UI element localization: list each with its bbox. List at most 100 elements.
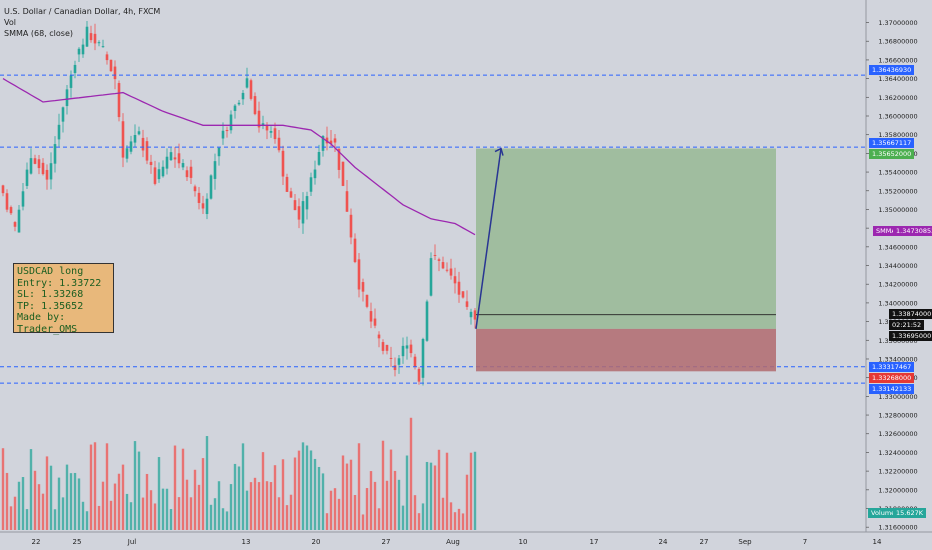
volume-bar xyxy=(17,481,21,530)
volume-bar xyxy=(169,509,173,530)
volume-bar xyxy=(393,470,397,530)
volume-bar xyxy=(369,471,373,530)
volume-bar xyxy=(109,500,113,530)
volume-bar xyxy=(461,513,465,530)
candle-body xyxy=(17,209,21,233)
candle-body xyxy=(453,276,457,284)
candle-body xyxy=(13,222,17,227)
volume-bar xyxy=(181,448,185,530)
volume-bar xyxy=(297,450,301,530)
volume-bar xyxy=(349,459,353,530)
candle-body xyxy=(93,33,97,44)
candle-body xyxy=(397,358,401,365)
candle-body xyxy=(85,26,89,47)
candle-body xyxy=(385,344,389,351)
volume-value-tag: 15.627K xyxy=(893,508,927,518)
y-tick-label: 1.31600000 xyxy=(878,524,917,532)
candle-body xyxy=(353,238,357,263)
volume-bar xyxy=(381,440,385,530)
candle-body xyxy=(89,33,93,41)
y-tick-label: 1.33400000 xyxy=(878,355,917,363)
volume-bar xyxy=(149,490,153,530)
vol-indicator-label[interactable]: Vol xyxy=(4,18,16,27)
candle-body xyxy=(205,198,209,215)
candle-body xyxy=(409,344,413,354)
volume-bar xyxy=(21,477,25,530)
projection-arrow-line[interactable] xyxy=(475,148,502,329)
candle-body xyxy=(41,162,45,175)
trade-tp-label: TP: 1.35652 xyxy=(17,300,84,312)
candle-body xyxy=(217,147,221,157)
candle-body xyxy=(5,193,9,210)
volume-bar xyxy=(29,449,33,530)
volume-bar xyxy=(257,482,261,530)
volume-bar xyxy=(341,455,345,530)
volume-bar xyxy=(397,479,401,530)
candle-body xyxy=(165,156,169,169)
volume-bar xyxy=(121,464,125,530)
candle-body xyxy=(173,157,177,160)
volume-bar xyxy=(221,508,225,530)
candle-body xyxy=(25,169,29,186)
volume-bar xyxy=(329,490,333,530)
candle-body xyxy=(405,345,409,349)
volume-bar xyxy=(5,472,9,530)
volume-bar xyxy=(317,466,321,530)
volume-bar xyxy=(217,481,221,530)
candle-body xyxy=(113,66,117,80)
volume-bar xyxy=(261,452,265,530)
candle-body xyxy=(281,150,285,177)
volume-bar xyxy=(385,480,389,530)
stop-loss-price-tag: 1.33268000 xyxy=(869,373,915,383)
candle-body xyxy=(253,96,257,115)
candle-body xyxy=(117,83,121,118)
volume-bar xyxy=(245,490,249,530)
volume-bar xyxy=(201,458,205,530)
trade-info-box[interactable]: USDCAD long Entry: 1.33722 SL: 1.33268 T… xyxy=(13,263,114,335)
candle-body xyxy=(145,141,149,161)
volume-bar xyxy=(69,473,73,530)
volume-bar xyxy=(45,456,49,530)
loss-zone[interactable] xyxy=(476,328,776,372)
candle-body xyxy=(209,175,213,199)
volume-bar xyxy=(57,477,61,530)
volume-bar xyxy=(225,511,229,530)
smma-indicator-label[interactable]: SMMA (68, close) xyxy=(4,29,74,38)
candle-body xyxy=(429,258,433,296)
projection-arrow-head xyxy=(494,147,504,156)
smma-price-tag: 1.34730853 xyxy=(893,226,932,236)
x-tick-label: 22 xyxy=(32,538,41,546)
y-tick-label: 1.33000000 xyxy=(878,393,917,401)
trade-pair-label: USDCAD long xyxy=(17,266,84,277)
volume-bar xyxy=(421,503,425,530)
volume-bar xyxy=(189,497,193,530)
candle-body xyxy=(465,301,469,307)
candle-body xyxy=(121,121,125,158)
volume-bar xyxy=(105,443,109,530)
volume-bar xyxy=(81,501,85,530)
trade-sl-label: SL: 1.33268 xyxy=(17,289,84,300)
candle-body xyxy=(345,191,349,212)
candle-body xyxy=(265,124,269,131)
volume-bar xyxy=(113,483,117,530)
candle-body xyxy=(45,169,49,180)
y-tick-label: 1.36200000 xyxy=(878,94,917,102)
volume-bar xyxy=(301,442,305,530)
volume-bar xyxy=(125,493,129,530)
candle-body xyxy=(341,161,345,186)
profit-zone[interactable] xyxy=(476,148,776,329)
candle-body xyxy=(133,135,137,143)
volume-bar xyxy=(229,484,233,530)
candle-body xyxy=(181,163,185,168)
candle-body xyxy=(197,192,201,203)
candle-body xyxy=(29,158,33,174)
symbol-title[interactable]: U.S. Dollar / Canadian Dollar, 4h, FXCM xyxy=(4,7,161,16)
candle-body xyxy=(389,357,393,359)
candle-body xyxy=(109,59,113,72)
volume-bar xyxy=(361,514,365,530)
volume-bar xyxy=(409,417,413,530)
volume-bar xyxy=(405,455,409,530)
candle-body xyxy=(65,89,69,107)
volume-bar xyxy=(117,473,121,530)
volume-bar xyxy=(77,478,81,530)
